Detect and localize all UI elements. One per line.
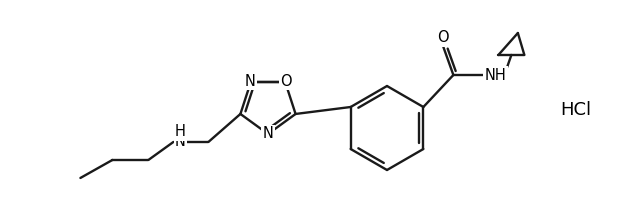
Text: N: N <box>244 74 255 89</box>
Text: HCl: HCl <box>560 101 591 119</box>
Text: N: N <box>262 126 273 141</box>
Text: H: H <box>175 124 186 140</box>
Text: N: N <box>175 135 186 150</box>
Text: NH: NH <box>484 68 506 82</box>
Text: O: O <box>280 74 292 89</box>
Text: O: O <box>438 31 449 46</box>
